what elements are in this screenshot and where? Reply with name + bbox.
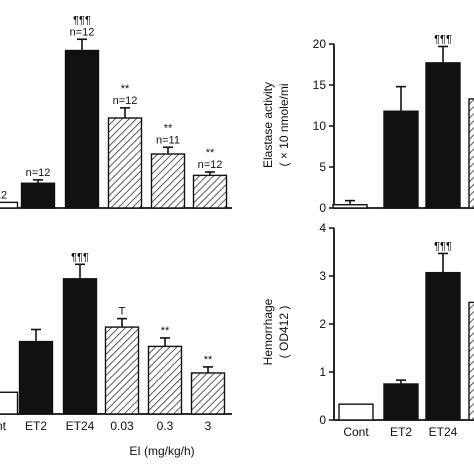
panel-top-right: 0 5 10 15 20 ¶¶¶ <box>313 33 474 215</box>
bottom-left-bar-ET24 <box>62 278 98 415</box>
bottom-right-bar-0.03 <box>468 301 474 421</box>
top-left-annotation-3: ** <box>206 147 215 159</box>
top-left-annotation-ET24: ¶¶¶ <box>73 14 91 26</box>
top-left-bar-0.03 <box>107 117 143 209</box>
panel-bottom-left: nt ET2 ¶¶¶ ET24 T 0.03 ** 0.3 ** 3 <box>0 251 232 433</box>
bottom-right-ytick-label: 1 <box>319 365 326 379</box>
top-right-ytick-label: 5 <box>319 160 326 174</box>
panel-top-left: 12n=12¶¶¶n=12**n=12**n=11**n=12 <box>0 14 232 209</box>
bottom-left-annotation-3: ** <box>204 354 213 366</box>
bottom-right-ylabel-unit: ( OD412 ) <box>277 306 291 359</box>
bottom-left-category-label-Cont: nt <box>0 419 7 433</box>
bottom-right-ylabel: Hemorrhage <box>261 298 275 365</box>
top-left-bar-ET24 <box>64 49 100 209</box>
bottom-right-category-label-ET24: ET24 <box>429 425 458 439</box>
bottom-left-category-label-ET2: ET2 <box>25 419 47 433</box>
top-right-ytick-label: 20 <box>313 37 327 51</box>
bottom-right-category-label-ET2: ET2 <box>390 425 412 439</box>
bottom-left-bar-0.3 <box>147 345 183 415</box>
bottom-right-ytick-label: 3 <box>319 269 326 283</box>
bottom-right-category-label-Cont: Cont <box>343 425 369 439</box>
bottom-right-bar-ET2 <box>383 383 419 421</box>
top-right-bar-ET24 <box>425 62 461 209</box>
top-right-bar-ET2 <box>383 110 419 209</box>
bottom-right-ytick-label: 4 <box>319 221 326 235</box>
top-left-annotation-Cont: 12 <box>0 189 7 201</box>
bottom-left-category-label-3: 3 <box>205 419 212 433</box>
bottom-left-category-label-0.03: 0.03 <box>110 419 134 433</box>
top-left-bar-3 <box>192 174 228 209</box>
top-right-bar-0.03 <box>468 98 474 209</box>
bottom-left-bar-Cont <box>0 391 19 415</box>
bottom-right-annotation-ET24: ¶¶¶ <box>434 240 452 252</box>
bottom-left-annotation-ET24: ¶¶¶ <box>71 251 89 263</box>
x-axis-title: EI (mg/kg/h) <box>129 444 194 458</box>
top-right-ytick-label: 15 <box>313 78 327 92</box>
bottom-left-annotation-0.03: T <box>119 306 126 318</box>
top-left-annotation-0.03: ** <box>121 83 130 95</box>
top-right-ylabel: Elastase activity <box>261 82 275 168</box>
top-right-annotation-ET24: ¶¶¶ <box>434 33 452 45</box>
bottom-right-bar-Cont <box>338 403 374 421</box>
top-left-annotation-0.3: n=11 <box>156 134 180 146</box>
bottom-left-bar-0.03 <box>104 326 140 415</box>
top-right-bar-Cont <box>332 204 368 209</box>
bottom-right-bar-ET24 <box>425 271 461 421</box>
bottom-left-category-label-ET24: ET24 <box>66 419 95 433</box>
top-left-annotation-0.03: n=12 <box>113 95 138 107</box>
top-right-ylabel-unit: ( × 10 nmole/mi <box>277 83 291 166</box>
top-left-bar-Cont <box>0 201 19 209</box>
top-left-annotation-ET24: n=12 <box>70 26 95 38</box>
bottom-left-bar-ET2 <box>18 340 54 415</box>
bottom-left-bar-3 <box>190 372 226 415</box>
top-left-annotation-3: n=12 <box>198 159 223 171</box>
top-right-ytick-label: 0 <box>319 201 326 215</box>
bottom-left-annotation-0.3: ** <box>161 325 170 337</box>
top-left-annotation-0.3: ** <box>164 122 173 134</box>
bottom-right-ytick-label: 2 <box>319 317 326 331</box>
bottom-right-ytick-label: 0 <box>319 413 326 427</box>
top-right-ytick-label: 10 <box>313 119 327 133</box>
top-left-bar-ET2 <box>20 182 56 209</box>
bottom-left-category-label-0.3: 0.3 <box>157 419 174 433</box>
top-left-bar-0.3 <box>150 153 186 209</box>
top-left-annotation-ET2: n=12 <box>26 167 51 179</box>
